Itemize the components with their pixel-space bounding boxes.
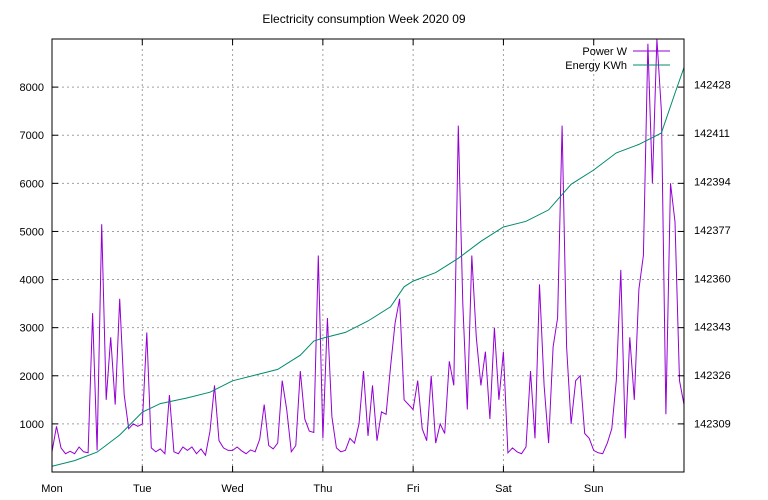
y-tick-label: 8000: [20, 82, 44, 94]
y2-tick-label: 142377: [694, 225, 731, 237]
series-line-0: [52, 39, 684, 457]
y2-tick-label: 142360: [694, 273, 731, 285]
y2-tick-label: 142428: [694, 80, 731, 92]
y-tick-label: 5000: [20, 226, 44, 238]
x-tick-label: Tue: [133, 483, 152, 495]
y-tick-label: 4000: [20, 275, 44, 287]
legend: Power W Energy KWh: [565, 46, 670, 72]
x-tick-label: Mon: [41, 483, 62, 495]
x-tick-label: Fri: [407, 483, 420, 495]
x-tick-label: Thu: [313, 483, 332, 495]
y-tick-label: 2000: [20, 371, 44, 383]
axes: 1000 2000 3000 4000 5000 6000 7000 8000 142309 14…: [20, 39, 731, 495]
y2-tick-label: 142411: [694, 128, 730, 140]
chart-title: Electricity consumption Week 2020 09: [262, 12, 466, 26]
series-line-1: [52, 67, 684, 467]
y-tick-label: 6000: [20, 178, 44, 190]
legend-label: Power W: [582, 46, 627, 58]
y-tick-label: 7000: [20, 130, 44, 142]
y2-tick-label: 142394: [694, 176, 731, 188]
plot-frame: [51, 38, 685, 473]
y-tick-label: 1000: [20, 419, 44, 431]
y2-tick-label: 142326: [694, 370, 731, 382]
y2-tick-label: 142343: [694, 322, 731, 334]
x-tick-label: Sun: [584, 483, 604, 495]
x-tick-label: Wed: [221, 483, 243, 495]
y2-tick-label: 142309: [694, 419, 731, 431]
y-tick-label: 3000: [20, 323, 44, 335]
grid: [52, 39, 684, 472]
x-tick-label: Sat: [495, 483, 512, 495]
series-layer: [52, 39, 684, 467]
legend-label: Energy KWh: [565, 60, 627, 72]
